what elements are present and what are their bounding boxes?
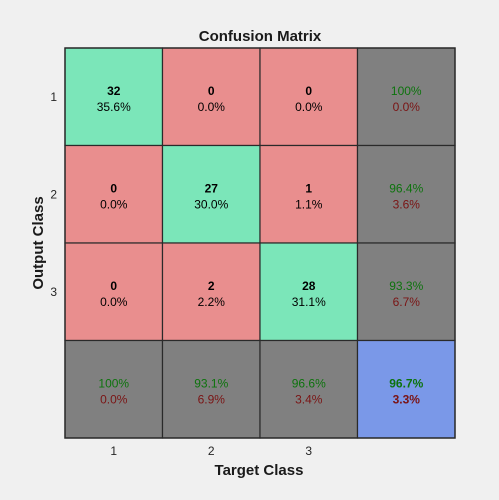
overall-label-top: 96.7% <box>389 376 423 390</box>
chart-title: Confusion Matrix <box>199 28 322 45</box>
x-axis-label: Target Class <box>215 462 304 479</box>
col-summary-label-top: 100% <box>98 376 129 390</box>
x-tick-label: 2 <box>208 444 215 458</box>
matrix-cell-label-top: 0 <box>110 279 117 293</box>
matrix-cell-label-bottom: 35.6% <box>97 100 131 114</box>
col-summary-cell <box>64 339 164 439</box>
col-summary-cell <box>259 339 359 439</box>
matrix-cell-label-bottom: 0.0% <box>100 197 128 211</box>
col-summary-cell <box>161 339 261 439</box>
matrix-cell <box>161 242 261 342</box>
col-summary-label-top: 93.1% <box>194 376 228 390</box>
matrix-cell-label-top: 0 <box>110 181 117 195</box>
row-summary-label-bottom: 3.6% <box>393 197 421 211</box>
matrix-cell <box>64 242 164 342</box>
y-tick-label: 1 <box>50 90 57 104</box>
matrix-cell-label-top: 32 <box>107 84 121 98</box>
matrix-cell-label-bottom: 0.0% <box>198 100 226 114</box>
matrix-cell <box>64 47 164 147</box>
matrix-cell-label-bottom: 2.2% <box>198 295 226 309</box>
matrix-cell <box>259 242 359 342</box>
matrix-cell-label-bottom: 1.1% <box>295 197 323 211</box>
matrix-cell-label-bottom: 0.0% <box>100 295 128 309</box>
matrix-cell <box>259 47 359 147</box>
row-summary-cell <box>356 242 456 342</box>
row-summary-label-bottom: 6.7% <box>393 295 421 309</box>
y-tick-label: 3 <box>50 285 57 299</box>
matrix-cell-label-top: 27 <box>205 181 219 195</box>
x-tick-label: 3 <box>305 444 312 458</box>
matrix-cell-label-top: 2 <box>208 279 215 293</box>
matrix-cell-label-top: 28 <box>302 279 316 293</box>
x-tick-label: 1 <box>110 444 117 458</box>
matrix-cell-label-bottom: 31.1% <box>292 295 326 309</box>
col-summary-label-bottom: 6.9% <box>198 392 226 406</box>
col-summary-label-bottom: 3.4% <box>295 392 323 406</box>
col-summary-label-top: 96.6% <box>292 376 326 390</box>
y-axis-label: Output Class <box>30 196 47 289</box>
overall-cell <box>356 339 456 439</box>
matrix-cell-label-bottom: 0.0% <box>295 100 323 114</box>
matrix-cell-label-bottom: 30.0% <box>194 197 228 211</box>
row-summary-label-top: 96.4% <box>389 181 423 195</box>
row-summary-label-top: 93.3% <box>389 279 423 293</box>
matrix-cell-label-top: 1 <box>305 181 312 195</box>
row-summary-label-top: 100% <box>391 84 422 98</box>
matrix-frame <box>64 47 456 439</box>
col-summary-label-bottom: 0.0% <box>100 392 128 406</box>
overall-label-bottom: 3.3% <box>393 392 421 406</box>
row-summary-label-bottom: 0.0% <box>393 100 421 114</box>
axis-ticks: 1 2 3 1 2 3 <box>50 90 312 458</box>
matrix-cell-label-top: 0 <box>208 84 215 98</box>
matrix-cells: 32 35.6% 0 0.0% 0 0.0% 0 0.0% 27 30.0% 1 1.1% 0 0.0% 2… <box>64 47 456 439</box>
y-tick-label: 2 <box>50 187 57 201</box>
matrix-cell-label-top: 0 <box>305 84 312 98</box>
